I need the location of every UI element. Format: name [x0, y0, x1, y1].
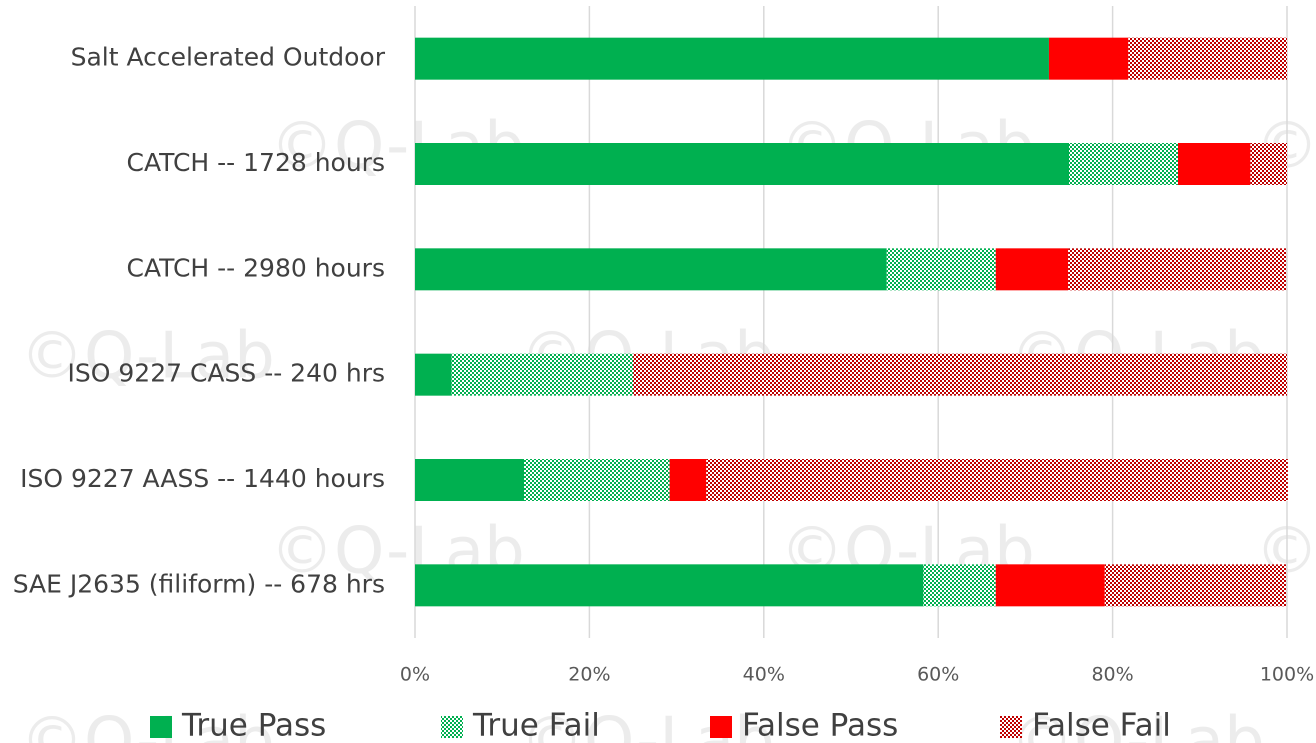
legend-swatch	[1000, 716, 1022, 738]
legend-swatch	[150, 716, 172, 738]
legend-label: True Pass	[181, 708, 326, 743]
bar-segment	[995, 564, 1105, 607]
x-tick-label: 0%	[400, 664, 430, 686]
watermark: ©Q-Lab	[520, 705, 775, 743]
bar-segment	[415, 248, 887, 291]
bar-segment	[1128, 37, 1287, 80]
bar-segment	[415, 564, 924, 607]
bar-segment	[1178, 143, 1251, 185]
bar-segment	[1250, 143, 1287, 185]
bar-segment	[451, 353, 633, 396]
legend-label: False Pass	[742, 708, 898, 743]
bar-segment	[886, 248, 996, 291]
watermark: ©Q-Lab	[20, 320, 275, 394]
y-tick-label: SAE J2635 (filiform) -- 678 hrs	[13, 569, 385, 598]
x-tick-label: 60%	[917, 664, 959, 686]
bar-segment	[633, 353, 1287, 396]
bar-segment	[524, 459, 670, 501]
bar-segment	[415, 353, 452, 396]
bar-segment	[669, 459, 707, 501]
y-tick-label: ISO 9227 CASS -- 240 hrs	[68, 359, 385, 388]
x-tick-label: 20%	[568, 664, 610, 686]
x-tick-label: 100%	[1260, 664, 1314, 686]
watermark: ©Q-Lab	[1010, 705, 1265, 743]
bar-segment	[1069, 143, 1178, 185]
watermark: ©Q-Lab	[20, 705, 275, 743]
bar-segment	[923, 564, 996, 607]
y-tick-label: CATCH -- 1728 hours	[127, 148, 385, 177]
legend-label: True Fail	[472, 708, 600, 743]
x-tick-label: 40%	[743, 664, 785, 686]
legend-swatch	[710, 716, 732, 738]
bar-segment	[415, 37, 1049, 80]
bar-segment	[995, 248, 1069, 291]
x-tick-label: 80%	[1091, 664, 1133, 686]
legend-label: False Fail	[1032, 708, 1171, 743]
y-tick-label: ISO 9227 AASS -- 1440 hours	[20, 464, 385, 493]
bar-segment	[706, 459, 1288, 501]
bar-segment	[415, 459, 524, 501]
y-tick-label: Salt Accelerated Outdoor	[71, 43, 386, 72]
bar-segment	[1104, 564, 1287, 607]
bar-segment	[1048, 37, 1129, 80]
legend-swatch	[441, 716, 463, 738]
y-tick-label: CATCH -- 2980 hours	[127, 253, 385, 282]
bar-segment	[415, 143, 1069, 185]
bar-segment	[1068, 248, 1287, 291]
